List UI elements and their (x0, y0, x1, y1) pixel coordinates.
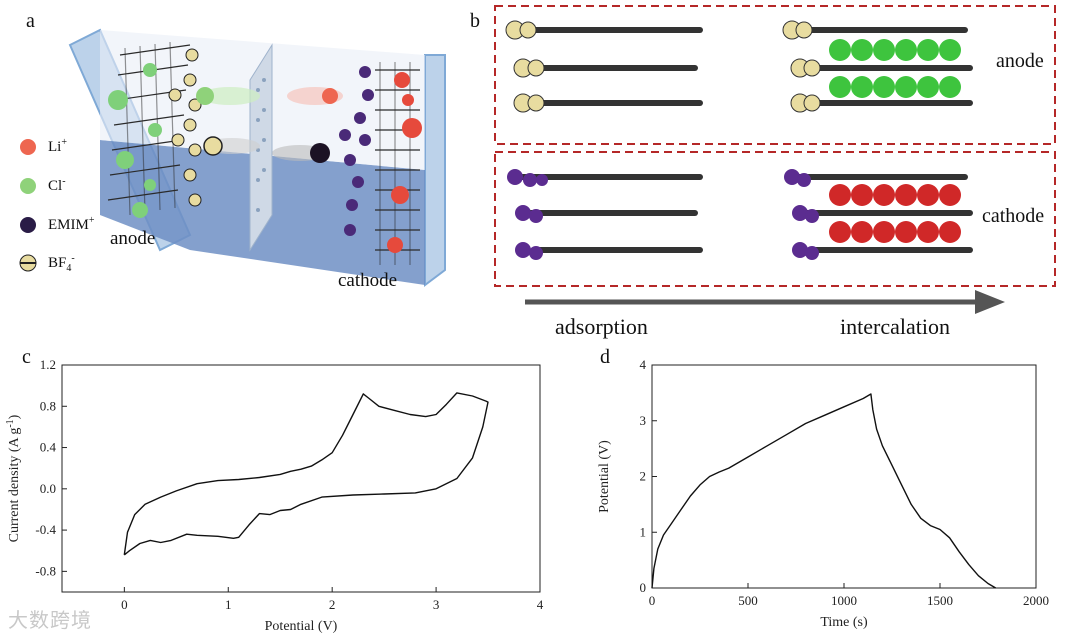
watermark: 大数跨境 (8, 608, 92, 632)
y-tick-label: 0.8 (40, 398, 56, 413)
x-tick-label: 2000 (1023, 593, 1049, 608)
arrow-left-label: adsorption (555, 314, 648, 339)
y-axis-label-sup: -1 (5, 419, 16, 427)
gcd-chart: 0 500 1000 1500 2000 0 1 2 3 4 Time (s) Potential (… (597, 357, 1049, 630)
cathode-box (494, 151, 1056, 287)
anode-intercalated-anions (829, 39, 961, 98)
panel-a-label: a (26, 10, 35, 32)
legend-cl: Cl- (48, 176, 66, 194)
x-tick-label: 3 (433, 597, 440, 612)
x-tick-label: 0 (121, 597, 128, 612)
y-tick-label: -0.8 (35, 563, 56, 578)
y-tick-label: 0 (640, 580, 647, 595)
legend-bf4: BF4- (48, 253, 75, 274)
anode-cl-ions (108, 63, 162, 218)
anode-box (494, 5, 1056, 145)
panel-b-anode-label: anode (996, 50, 1044, 72)
y-tick-label: 0.0 (40, 481, 56, 496)
panel-b-label: b (470, 10, 480, 32)
x-axis-label: Potential (V) (265, 619, 338, 634)
anode-adsorption-layers (517, 27, 703, 106)
y-tick-label: 4 (640, 357, 647, 372)
cathode-li-ions (387, 72, 422, 253)
legend-li: Li+ (48, 137, 67, 155)
legend-emim-marker (20, 217, 36, 233)
cell-right-wall (424, 54, 446, 287)
series-line (651, 393, 997, 589)
cathode-intercalation-layers (792, 174, 973, 253)
x-tick-label: 1 (225, 597, 232, 612)
legend-cl-marker (20, 178, 36, 194)
panel-c-label: c (22, 346, 31, 368)
y-tick-label: 2 (640, 469, 647, 484)
panel-a-cathode-label: cathode (338, 270, 398, 291)
y-tick-label: 0.4 (40, 440, 57, 455)
cathode-intercalated-cations (829, 184, 961, 243)
panel-d-label: d (600, 346, 610, 368)
y-tick-label: -0.4 (35, 522, 56, 537)
panel-b-cathode-label: cathode (982, 205, 1045, 227)
x-tick-label: 1500 (927, 593, 953, 608)
panel-a-illustration (19, 28, 446, 287)
panel-a-anode-label: anode (110, 228, 156, 249)
legend-emim: EMIM+ (48, 215, 95, 233)
anode-intercalation-layers (792, 27, 973, 106)
process-arrow-head (975, 290, 1005, 314)
y-tick-label: 1 (640, 524, 647, 539)
x-tick-label: 4 (537, 597, 544, 612)
y-tick-label: 3 (640, 413, 647, 428)
y-axis-label: Potential (V) (597, 440, 612, 513)
legend-li-marker (20, 139, 36, 155)
cathode-emim-ions (339, 66, 374, 236)
y-tick-label: 1.2 (40, 357, 56, 372)
series-line (123, 392, 489, 556)
x-tick-label: 1000 (831, 593, 857, 608)
y-axis-label: Current density (A g-1) (5, 414, 22, 542)
panel-b-illustration (494, 5, 1056, 314)
anode-bf4-ions (168, 48, 202, 207)
x-axis-label: Time (s) (820, 615, 868, 630)
cathode-adsorption-layers (517, 174, 703, 253)
y-axis-label-end: ) (7, 414, 22, 419)
arrow-right-label: intercalation (840, 314, 950, 339)
plot-frame (61, 364, 541, 593)
x-tick-label: 2 (329, 597, 336, 612)
cv-chart: 0 1 2 3 4 -0.8 -0.4 0.0 0.4 0.8 1.2 Potential (V) Cu… (5, 357, 544, 634)
x-tick-label: 0 (649, 593, 656, 608)
x-tick-label: 500 (738, 593, 758, 608)
